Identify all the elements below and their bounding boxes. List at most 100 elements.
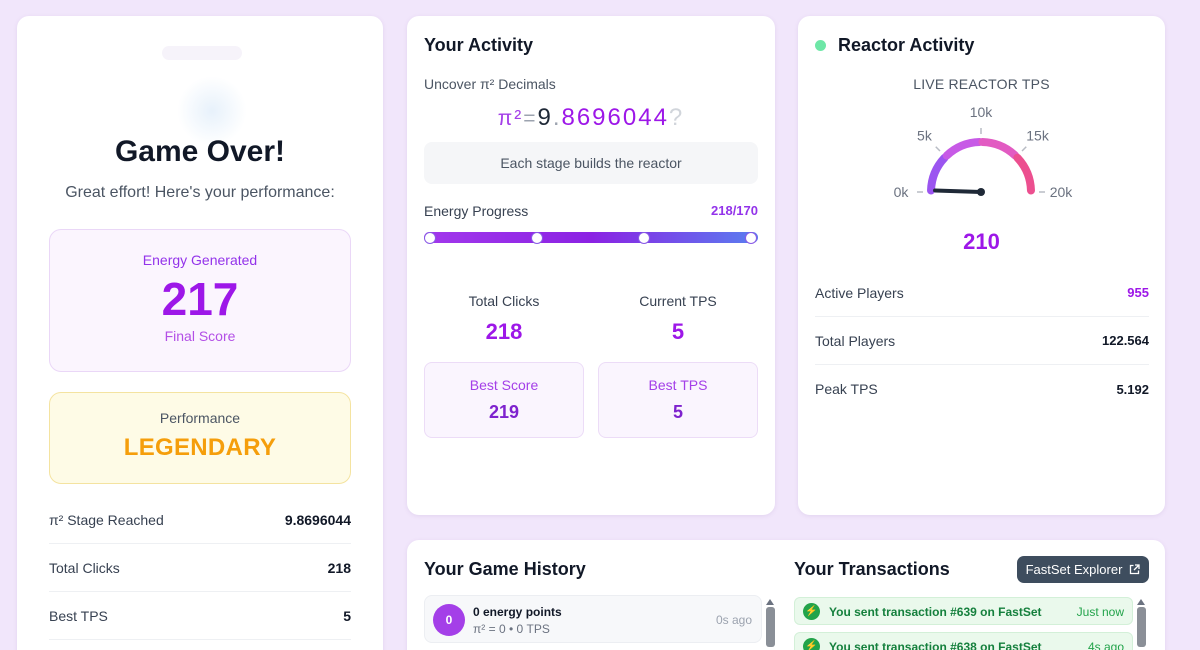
total-clicks-value: 218 [485,319,523,344]
stat-label: π² Stage Reached [49,511,164,528]
current-tps-stat: Current TPS 5 [598,293,758,345]
stage-info-box: Each stage builds the reactor [424,142,758,184]
reactor-activity-card: Reactor Activity LIVE REACTOR TPS 0k 5k 10… [798,16,1165,515]
history-transactions-card: Your Game History 0 0 energy points π² =… [407,540,1165,650]
pi-next-digit: ? [668,104,685,131]
transaction-text: You sent transaction #639 on FastSet [829,605,1042,619]
transaction-text: You sent transaction #638 on FastSet [829,640,1042,650]
stat-row-best-tps: Best TPS 5 [49,592,351,640]
gauge-arc-segment [927,153,949,195]
gauge-needle [933,188,983,194]
gauge-tick-label: 10k [970,104,994,120]
energy-progress-bar [424,231,758,244]
reactor-tps-value: 210 [963,229,1000,254]
energy-progress-fill [424,232,758,243]
fastset-explorer-label: FastSet Explorer [1025,562,1123,577]
scrollbar-thumb[interactable] [1137,607,1146,647]
progress-milestone-1 [531,231,543,244]
transaction-time: Just now [1076,605,1124,619]
scrollbar-thumb[interactable] [766,607,775,647]
best-tps-label: Best TPS [648,377,708,393]
performance-value: LEGENDARY [123,434,277,461]
history-item-energy: 0 energy points [473,605,562,619]
pi-symbol: π² [497,107,524,130]
stat-value: 9.8696044 [284,511,351,528]
lightning-icon: ⚡ [803,603,820,620]
game-over-subtitle: Great effort! Here's your performance: [65,184,335,201]
stat-value: 5 [343,607,351,624]
best-score-label: Best Score [469,377,539,393]
gauge-tick-label: 20k [1050,184,1074,200]
live-reactor-tps-label: LIVE REACTOR TPS [913,76,1050,92]
transaction-item[interactable]: ⚡ You sent transaction #638 on FastSet 4… [794,632,1133,650]
active-players-label: Active Players [815,284,904,301]
total-players-label: Total Players [815,332,896,349]
transaction-item[interactable]: ⚡ You sent transaction #639 on FastSet J… [794,597,1133,625]
stat-row-total-clicks: Total Clicks 218 [49,544,351,592]
transactions-title: Your Transactions [794,559,950,579]
history-item-details: π² = 0 • 0 TPS [473,622,550,636]
gauge-tick [1021,146,1027,152]
final-score-label: Final Score [164,328,236,344]
scroll-up-arrow-icon[interactable] [766,599,774,605]
progress-milestone-2 [638,231,650,244]
stat-row-stage: π² Stage Reached 9.8696044 [49,496,351,544]
performance-box: Performance LEGENDARY [49,392,351,484]
peak-tps-row: Peak TPS 5.192 [815,365,1149,413]
stat-label: Best TPS [49,607,108,624]
history-item[interactable]: 0 0 energy points π² = 0 • 0 TPS 0s ago [424,595,762,643]
active-players-row: Active Players 955 [815,269,1149,317]
history-item-time: 0s ago [715,613,752,627]
peak-tps-label: Peak TPS [815,381,878,397]
peak-tps-value: 5.192 [1116,381,1149,397]
history-item-badge: 0 [433,604,465,636]
gauge-arc-segment [1013,153,1035,195]
pi-decimals: 8696044 [561,104,669,131]
total-clicks-stat: Total Clicks 218 [424,293,584,345]
gauge-tick-label: 5k [917,127,933,143]
scroll-up-arrow-icon[interactable] [1137,599,1145,605]
active-players-value: 955 [1127,285,1149,300]
transaction-time: 4s ago [1087,640,1124,650]
gauge-ticks [917,128,1045,193]
current-tps-label: Current TPS [639,293,717,309]
reactor-tps-gauge: 0k 5k 10k 15k 20k [894,104,1074,200]
pi-integer: 9 [537,104,553,131]
total-players-value: 122.564 [1102,333,1149,348]
pi-decimal-point: . [552,104,562,131]
gauge-tick [935,146,941,152]
external-link-icon [1130,564,1141,575]
transactions-scrollbar[interactable] [1137,599,1146,647]
lightning-icon: ⚡ [803,638,820,650]
progress-milestone-0 [424,231,436,244]
best-tps-value: 5 [672,402,683,422]
activity-title: Your Activity [424,35,534,55]
energy-generated-label: Energy Generated [142,252,258,268]
current-tps-value: 5 [671,319,685,344]
best-score-box: Best Score 219 [424,362,584,438]
best-score-value: 219 [488,402,520,422]
fastset-explorer-button[interactable]: FastSet Explorer [1017,556,1149,583]
gauge-arc-segment [978,138,1020,160]
gauge-tick-label: 15k [1026,127,1050,143]
best-tps-box: Best TPS 5 [598,362,758,438]
pi-equals: = [523,107,538,130]
history-scrollbar[interactable] [766,599,775,647]
energy-progress-label: Energy Progress [424,203,529,219]
game-over-card: Game Over! Great effort! Here's your per… [17,16,383,650]
gauge-arc-segments [927,138,1035,195]
uncover-decimals-label: Uncover π² Decimals [424,76,556,92]
stat-value: 218 [327,559,351,576]
performance-label: Performance [159,410,241,426]
live-status-dot-icon [815,40,826,51]
progress-milestone-3 [745,231,757,244]
game-history-title: Your Game History [424,559,586,579]
faded-reactor-icon [177,76,247,146]
gauge-needle-hub [977,188,985,196]
energy-generated-box: Energy Generated 217 Final Score [49,229,351,372]
gauge-tick-label: 0k [894,184,910,200]
total-players-row: Total Players 122.564 [815,317,1149,365]
gauge-arc-segment [942,138,984,160]
game-over-title: Game Over! [114,135,286,168]
reactor-activity-title: Reactor Activity [838,35,975,55]
